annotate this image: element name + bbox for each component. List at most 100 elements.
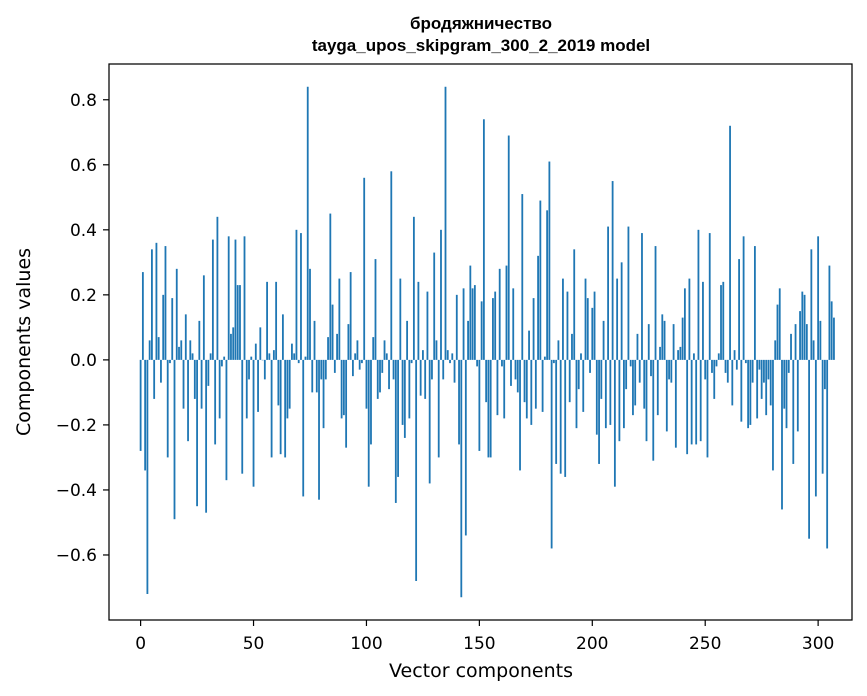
bar — [824, 359, 826, 390]
y-tick-label: 0.0 — [70, 351, 97, 371]
bar — [747, 359, 750, 429]
y-tick-label: −0.2 — [56, 416, 97, 436]
bar — [548, 161, 551, 360]
bar — [148, 340, 151, 360]
bar — [205, 359, 208, 513]
bar — [679, 346, 682, 360]
bar — [620, 262, 623, 360]
bar — [401, 359, 404, 425]
bar — [632, 359, 634, 416]
bar — [604, 359, 607, 429]
bar — [494, 291, 497, 360]
bar — [467, 320, 469, 360]
bar — [625, 359, 628, 390]
bar — [189, 340, 192, 360]
bar — [672, 324, 675, 360]
bar — [794, 324, 797, 360]
bar — [272, 350, 275, 360]
bar — [406, 320, 409, 360]
bar — [476, 359, 479, 367]
bar — [193, 359, 196, 399]
bar — [760, 359, 763, 399]
bar — [749, 359, 752, 425]
bar — [356, 340, 359, 360]
bar — [243, 236, 246, 360]
bar — [234, 239, 237, 360]
bar — [451, 353, 454, 360]
bar — [812, 340, 815, 360]
bar — [503, 359, 506, 419]
bar — [489, 359, 492, 458]
bar — [383, 340, 386, 360]
bar — [607, 226, 609, 360]
bar — [223, 356, 226, 360]
bar — [139, 359, 142, 451]
bar — [385, 353, 388, 360]
bar — [331, 304, 334, 360]
bar — [537, 255, 539, 360]
bar — [446, 350, 449, 360]
bar — [162, 294, 165, 360]
bar — [354, 353, 357, 360]
bar — [349, 272, 352, 360]
bar — [239, 285, 241, 360]
bar — [295, 229, 298, 360]
bar — [763, 359, 765, 383]
bar — [245, 359, 248, 419]
bar — [250, 356, 253, 360]
bar — [801, 291, 804, 360]
bar — [324, 359, 327, 380]
x-tick-label: 200 — [576, 634, 608, 654]
bar — [315, 359, 318, 393]
bar — [453, 359, 456, 383]
bar — [830, 301, 833, 360]
x-axis-label: Vector components — [389, 660, 573, 682]
bar — [200, 359, 203, 409]
bar — [254, 343, 257, 360]
y-tick-label: 0.2 — [70, 286, 97, 306]
bar — [187, 359, 189, 442]
bar — [796, 359, 799, 432]
bar — [541, 359, 544, 412]
bar — [663, 320, 666, 360]
bar — [733, 350, 736, 360]
bar — [221, 359, 223, 367]
bar — [141, 272, 144, 360]
bar — [833, 317, 835, 360]
bar — [160, 359, 162, 383]
bar — [593, 291, 596, 360]
bar — [516, 359, 519, 393]
bar — [826, 359, 829, 549]
bar — [543, 356, 546, 360]
bar — [652, 359, 655, 461]
bar — [623, 359, 625, 429]
bar — [571, 333, 573, 360]
bar — [397, 359, 399, 477]
bar — [419, 359, 422, 396]
bar — [340, 359, 343, 419]
bar — [392, 359, 395, 380]
y-tick-label: −0.6 — [56, 546, 97, 566]
bar — [697, 229, 700, 360]
bar — [575, 359, 578, 429]
bar — [173, 359, 176, 520]
bar — [814, 359, 817, 497]
bar — [670, 359, 673, 383]
bar — [758, 359, 761, 370]
x-tick-label: 100 — [350, 634, 382, 654]
y-tick-label: 0.8 — [70, 91, 97, 111]
bar — [555, 359, 558, 464]
bar — [342, 359, 345, 416]
bar — [557, 340, 560, 360]
bar — [433, 252, 436, 360]
bar — [431, 359, 433, 380]
bar — [744, 359, 747, 364]
bar — [320, 359, 323, 380]
bar — [665, 359, 668, 432]
bar — [469, 265, 472, 360]
bar — [372, 337, 375, 360]
bar — [708, 233, 711, 360]
bar — [202, 275, 205, 360]
bar — [365, 359, 368, 409]
